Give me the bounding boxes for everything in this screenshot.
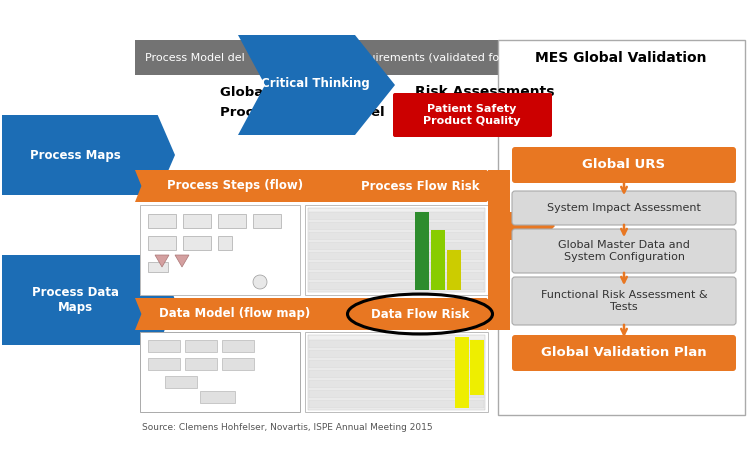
Polygon shape xyxy=(238,35,395,135)
FancyBboxPatch shape xyxy=(488,170,510,330)
FancyBboxPatch shape xyxy=(309,370,484,378)
FancyBboxPatch shape xyxy=(222,340,254,352)
FancyBboxPatch shape xyxy=(309,242,484,250)
Text: Process Model del: Process Model del xyxy=(145,53,244,63)
FancyBboxPatch shape xyxy=(512,147,736,183)
FancyBboxPatch shape xyxy=(183,214,211,228)
Polygon shape xyxy=(155,255,169,267)
Polygon shape xyxy=(135,170,505,202)
FancyBboxPatch shape xyxy=(309,222,484,230)
FancyBboxPatch shape xyxy=(305,205,488,295)
FancyBboxPatch shape xyxy=(148,236,176,250)
FancyBboxPatch shape xyxy=(135,40,745,75)
FancyBboxPatch shape xyxy=(185,358,217,370)
Text: Process Data
Maps: Process Data Maps xyxy=(32,286,118,314)
Circle shape xyxy=(253,275,267,289)
Polygon shape xyxy=(2,115,175,195)
Polygon shape xyxy=(175,255,189,267)
Text: Global Manufactu...: Global Manufactu... xyxy=(220,86,368,99)
FancyBboxPatch shape xyxy=(218,214,246,228)
Text: Patient Safety
Product Quality: Patient Safety Product Quality xyxy=(423,104,520,126)
FancyBboxPatch shape xyxy=(140,332,300,412)
FancyBboxPatch shape xyxy=(309,350,484,358)
FancyBboxPatch shape xyxy=(148,358,180,370)
FancyBboxPatch shape xyxy=(222,358,254,370)
Text: Data Flow Risk: Data Flow Risk xyxy=(370,307,470,320)
Text: Risk Assessments: Risk Assessments xyxy=(415,85,554,99)
FancyBboxPatch shape xyxy=(309,262,484,270)
Text: Critical Thinking: Critical Thinking xyxy=(261,76,369,90)
FancyBboxPatch shape xyxy=(309,390,484,398)
FancyBboxPatch shape xyxy=(309,380,484,388)
FancyBboxPatch shape xyxy=(309,282,484,290)
FancyBboxPatch shape xyxy=(309,360,484,368)
Text: System Impact Assessment: System Impact Assessment xyxy=(547,203,701,213)
FancyBboxPatch shape xyxy=(309,272,484,280)
FancyBboxPatch shape xyxy=(308,335,485,410)
FancyBboxPatch shape xyxy=(148,262,168,272)
Text: Global Master Data and
System Configuration: Global Master Data and System Configurat… xyxy=(558,240,690,262)
Text: Process Flow Risk: Process Flow Risk xyxy=(361,180,479,193)
Text: requirements (validated for intended use): requirements (validated for intended use… xyxy=(350,53,585,63)
FancyBboxPatch shape xyxy=(393,93,552,137)
Polygon shape xyxy=(510,212,555,240)
Text: Global Validation Plan: Global Validation Plan xyxy=(542,346,706,360)
FancyBboxPatch shape xyxy=(309,232,484,240)
FancyBboxPatch shape xyxy=(512,277,736,325)
FancyBboxPatch shape xyxy=(305,332,488,412)
FancyBboxPatch shape xyxy=(470,340,484,395)
Text: Process Maps: Process Maps xyxy=(30,148,120,162)
FancyBboxPatch shape xyxy=(148,214,176,228)
Text: Global URS: Global URS xyxy=(583,158,665,171)
FancyBboxPatch shape xyxy=(447,250,461,290)
FancyBboxPatch shape xyxy=(185,340,217,352)
Polygon shape xyxy=(2,255,175,345)
FancyBboxPatch shape xyxy=(200,391,235,403)
FancyBboxPatch shape xyxy=(512,229,736,273)
FancyBboxPatch shape xyxy=(309,400,484,408)
FancyBboxPatch shape xyxy=(512,191,736,225)
Polygon shape xyxy=(135,298,505,330)
FancyBboxPatch shape xyxy=(498,40,745,415)
FancyBboxPatch shape xyxy=(309,340,484,348)
FancyBboxPatch shape xyxy=(140,205,300,295)
Text: Process & Data Model: Process & Data Model xyxy=(220,105,385,118)
FancyBboxPatch shape xyxy=(309,212,484,220)
FancyBboxPatch shape xyxy=(183,236,211,250)
FancyBboxPatch shape xyxy=(253,214,281,228)
FancyBboxPatch shape xyxy=(455,337,469,408)
Text: Data Model (flow map): Data Model (flow map) xyxy=(159,307,310,320)
FancyBboxPatch shape xyxy=(135,35,745,415)
FancyBboxPatch shape xyxy=(415,212,429,290)
FancyBboxPatch shape xyxy=(165,376,197,388)
FancyBboxPatch shape xyxy=(309,252,484,260)
FancyBboxPatch shape xyxy=(218,236,232,250)
FancyBboxPatch shape xyxy=(308,208,485,292)
Text: Source: Clemens Hohfelser, Novartis, ISPE Annual Meeting 2015: Source: Clemens Hohfelser, Novartis, ISP… xyxy=(142,423,433,432)
Text: MES Global Validation: MES Global Validation xyxy=(536,51,706,65)
FancyBboxPatch shape xyxy=(148,340,180,352)
Text: Functional Risk Assessment &
Tests: Functional Risk Assessment & Tests xyxy=(541,290,707,312)
FancyBboxPatch shape xyxy=(512,335,736,371)
FancyBboxPatch shape xyxy=(431,230,445,290)
Text: Process Steps (flow): Process Steps (flow) xyxy=(167,180,303,193)
